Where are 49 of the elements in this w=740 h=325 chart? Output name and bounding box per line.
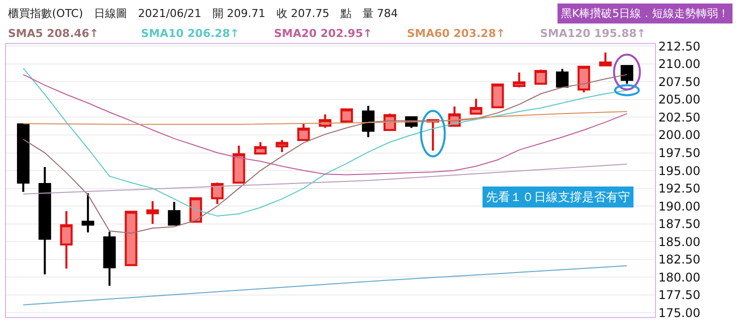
y-tick-label: 207.50 xyxy=(658,74,700,89)
candlestick xyxy=(38,166,52,276)
text: SMA10 206.28↑ xyxy=(141,27,240,40)
candlestick xyxy=(211,182,224,205)
candlestick xyxy=(60,210,73,270)
candlestick xyxy=(124,210,138,266)
y-tick-label: 212.50 xyxy=(658,39,700,54)
line-series xyxy=(22,74,628,176)
line-series xyxy=(22,111,628,125)
y-tick-label: 200.00 xyxy=(658,128,700,142)
y-tick-label: 190.00 xyxy=(658,199,700,214)
candlestick xyxy=(556,68,569,88)
candlestick xyxy=(254,141,267,156)
y-tick-label: 205.00 xyxy=(658,92,700,107)
text: 黑K棒攢破5日線．短線走勢轉弱！ xyxy=(561,7,730,20)
text: SMA5 208.46↑ xyxy=(8,27,99,40)
y-tick-label: 202.50 xyxy=(658,110,700,124)
text: SMA20 202.95↑ xyxy=(274,27,372,40)
y-tick-label: 185.00 xyxy=(658,234,700,249)
candlestick xyxy=(168,200,180,226)
candlestick xyxy=(620,64,634,85)
y-tick-label: 182.50 xyxy=(658,252,700,267)
chart-title: 櫃買指數(OTC) 日線圖 2021/06/21 開 209.71 收 207.75 點 量 784 xyxy=(8,7,398,20)
text: SMA60 203.28↑ xyxy=(407,27,506,40)
candlestick xyxy=(340,108,353,122)
y-tick-label: 187.50 xyxy=(658,217,700,232)
y-tick-label: 175.00 xyxy=(658,306,700,320)
y-tick-label: 177.50 xyxy=(658,288,700,302)
candlestick xyxy=(512,71,526,88)
candlestick xyxy=(491,82,504,108)
y-tick-label: 197.50 xyxy=(658,146,700,160)
candlestick xyxy=(146,200,159,225)
candlestick xyxy=(276,138,288,154)
text: SMA120 195.88↑ xyxy=(540,27,646,40)
y-tick-label: 192.50 xyxy=(658,182,700,196)
annotation: 先看１０日線支撐是否有守 xyxy=(486,190,630,204)
y-tick-label: 195.00 xyxy=(658,164,700,178)
candlestick xyxy=(82,192,94,234)
candlestick xyxy=(16,123,30,193)
candlestick xyxy=(232,144,246,184)
candlestick xyxy=(362,104,375,138)
candlestick xyxy=(470,98,482,115)
candlestick xyxy=(534,68,548,85)
y-tick-label: 180.00 xyxy=(658,270,700,284)
candlestick xyxy=(103,230,116,287)
candlestick xyxy=(578,66,590,94)
y-tick-label: 210.00 xyxy=(658,57,700,72)
candlestick xyxy=(599,52,612,66)
candlestick xyxy=(297,122,310,141)
